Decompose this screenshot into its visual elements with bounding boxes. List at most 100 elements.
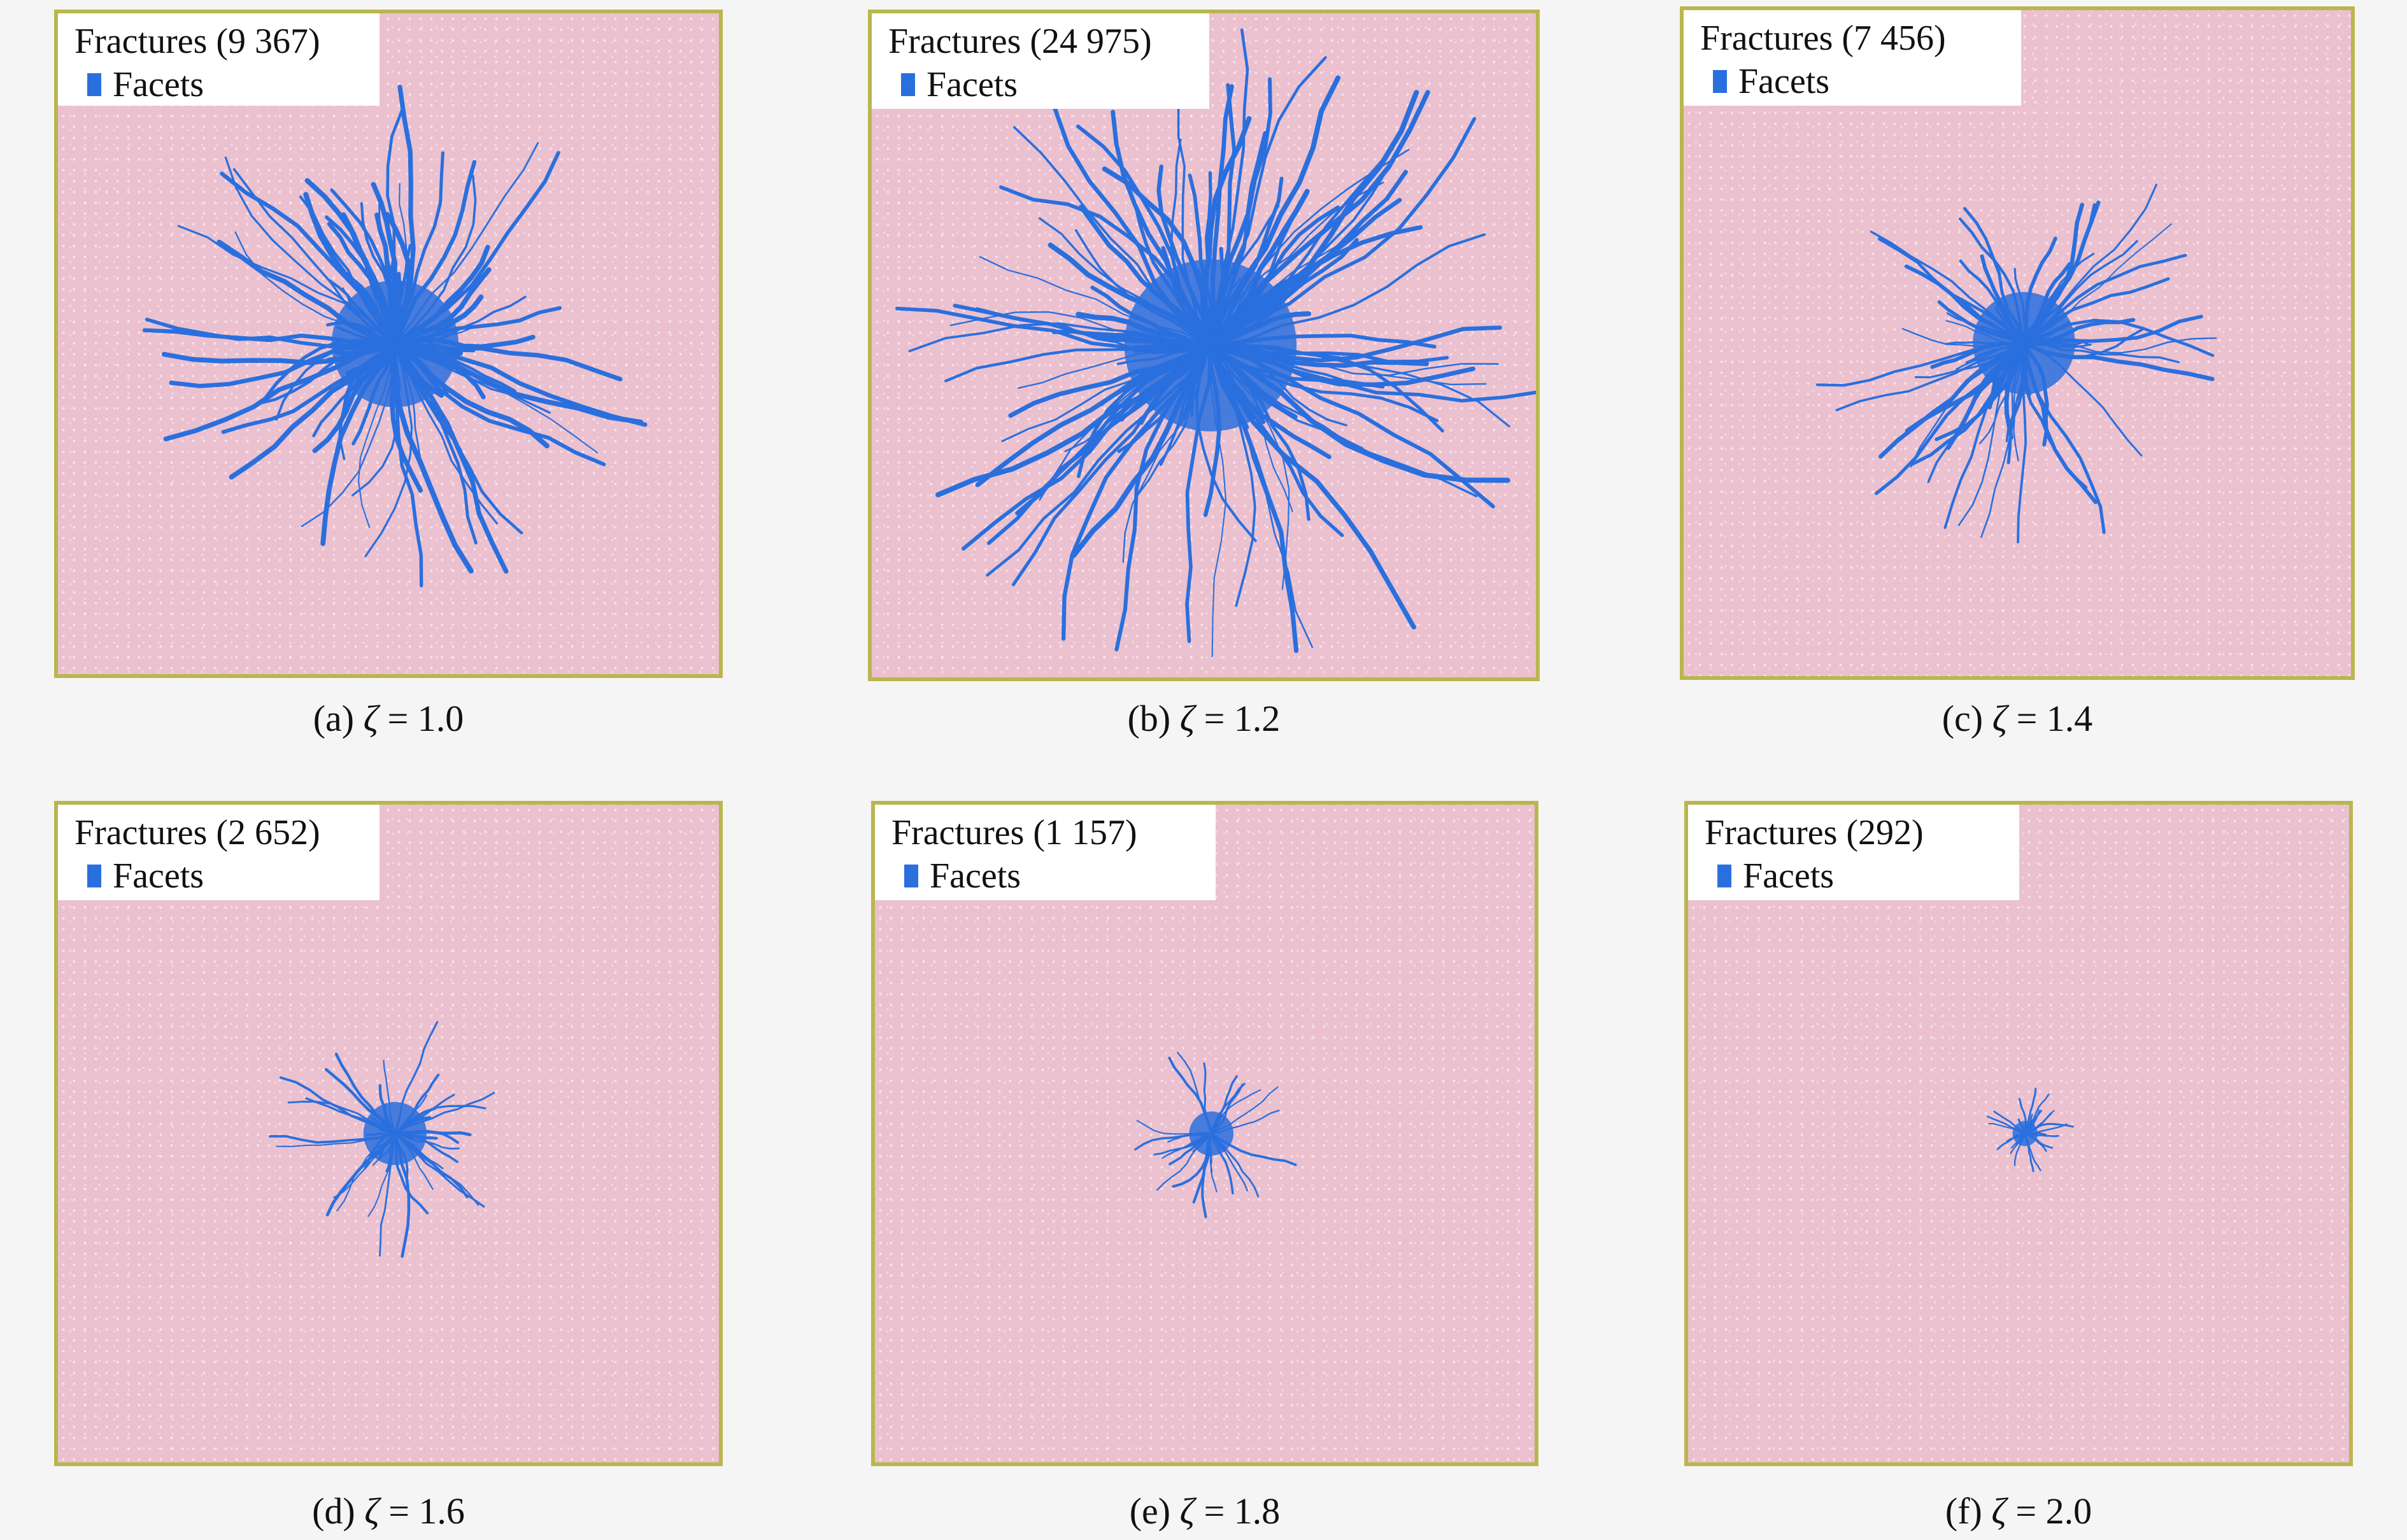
fracture-branch xyxy=(1210,1132,1234,1195)
fracture-branch xyxy=(1211,1086,1279,1134)
fracture-branch xyxy=(1207,343,1510,483)
fracture-branch xyxy=(394,343,599,454)
fracture-branch xyxy=(2022,202,2085,346)
fracture-branch xyxy=(394,1132,409,1183)
fracture-branch xyxy=(2022,314,2203,345)
fracture-branch xyxy=(1209,343,1344,537)
fracture-branch xyxy=(263,339,397,400)
fracture-branch xyxy=(1090,285,1212,348)
fracture-branch xyxy=(2022,341,2215,381)
fracture-branch xyxy=(1161,1133,1212,1159)
legend-title: Fractures (2 652) xyxy=(75,813,320,852)
fracture-branch xyxy=(299,195,397,346)
fracture-branch xyxy=(367,1133,396,1217)
fracture-branch xyxy=(394,1021,439,1135)
fracture-branch xyxy=(394,142,539,345)
fracture-branch xyxy=(1017,344,1212,389)
legend-c: Fractures (7 456) Facets xyxy=(1684,10,2021,106)
facet-swatch-icon xyxy=(87,73,101,96)
fracture-pattern-d xyxy=(269,1021,495,1258)
fracture-branch xyxy=(2024,1133,2034,1173)
fracture-branch xyxy=(2022,342,2143,457)
fracture-branch xyxy=(392,341,509,574)
legend-f: Fractures (292) Facets xyxy=(1688,805,2019,900)
fracture-branch xyxy=(1135,344,1212,498)
fracture-branch xyxy=(976,307,1212,347)
fracture-branch xyxy=(232,168,397,345)
fracture-branch xyxy=(1133,202,1212,348)
fracture-branch xyxy=(895,306,1212,350)
facet-swatch-icon xyxy=(901,73,915,96)
fracture-branch xyxy=(2022,236,2057,345)
fracture-branch xyxy=(979,256,1212,346)
fracture-branch xyxy=(1974,314,2025,344)
legend-title: Fractures (24 975) xyxy=(888,22,1152,61)
fracture-branch xyxy=(1910,342,2025,468)
fracture-image-c: Fractures (7 456) Facets xyxy=(1680,6,2355,680)
caption-c: (c) ζ = 1.4 xyxy=(1942,698,2093,739)
fracture-branch xyxy=(1979,342,2025,444)
legend-b: Fractures (24 975) Facets xyxy=(872,13,1209,109)
fracture-branch xyxy=(2022,253,2187,345)
fracture-branch xyxy=(1209,233,1486,347)
fracture-branch xyxy=(1203,1062,1212,1134)
fracture-branch xyxy=(1877,237,2026,345)
legend-d: Fractures (2 652) Facets xyxy=(58,805,380,900)
fracture-branch xyxy=(1878,341,2026,459)
fracture-branch xyxy=(1077,343,1212,478)
fracture-branch xyxy=(1209,28,1249,347)
fracture-branch xyxy=(372,1133,396,1166)
fracture-branch xyxy=(1956,342,2025,371)
fracture-branch xyxy=(1996,1133,2026,1150)
fracture-branch xyxy=(1209,204,1280,347)
fracture-branch xyxy=(1192,1132,1213,1204)
legend-item: Facets xyxy=(1738,62,1830,101)
facet-swatch-icon xyxy=(904,865,918,887)
fracture-branch xyxy=(1156,164,1213,348)
fracture-branch xyxy=(276,1133,396,1147)
fracture-branch xyxy=(1079,204,1213,348)
fracture-branch xyxy=(217,239,398,346)
fracture-branch xyxy=(1140,344,1212,425)
fracture-branch xyxy=(1185,343,1212,644)
fracture-pattern-a xyxy=(142,85,648,588)
fracture-branch xyxy=(2017,1118,2026,1135)
fracture-branch xyxy=(364,343,413,558)
fracture-branch xyxy=(390,279,397,345)
fracture-branch xyxy=(1210,1075,1238,1135)
fracture-branch xyxy=(394,342,516,393)
fracture-branch xyxy=(2022,253,2095,344)
fracture-pattern-c xyxy=(1815,183,2217,544)
fracture-branch xyxy=(336,1133,396,1212)
fracture-branch xyxy=(394,343,404,425)
fracture-branch xyxy=(2022,318,2136,346)
fracture-branch xyxy=(944,344,1212,383)
fracture-branch xyxy=(325,1068,397,1135)
fracture-branch xyxy=(1208,343,1475,387)
fracture-branch xyxy=(1211,1110,1280,1134)
legend-e: Fractures (1 157) Facets xyxy=(875,805,1216,900)
fracture-branch xyxy=(365,1132,396,1136)
fracture-image-a: Fractures (9 367) Facets xyxy=(54,10,723,678)
fracture-branch xyxy=(908,322,1212,353)
fracture-branch xyxy=(1207,90,1419,348)
legend-item: Facets xyxy=(930,856,1021,896)
fracture-branch xyxy=(364,1132,397,1169)
fracture-branch xyxy=(2024,1133,2059,1138)
fracture-branch xyxy=(2005,342,2026,442)
fracture-branch xyxy=(392,267,492,346)
fracture-branch xyxy=(1905,341,2026,433)
caption-d: (d) ζ = 1.6 xyxy=(312,1490,465,1532)
fracture-branch xyxy=(962,343,1212,551)
fracture-branch xyxy=(1114,343,1213,652)
fracture-branch xyxy=(1208,205,1340,348)
fracture-branch xyxy=(393,244,412,346)
fracture-branch xyxy=(392,341,644,425)
fracture-branch xyxy=(1192,1133,1212,1153)
fracture-branch xyxy=(1208,343,1495,509)
fracture-branch xyxy=(2013,1133,2026,1166)
fracture-branch xyxy=(1835,342,2026,412)
fracture-branch xyxy=(1134,1132,1213,1151)
fracture-branch xyxy=(1945,320,2025,344)
fracture-pattern-e xyxy=(1134,1051,1297,1219)
